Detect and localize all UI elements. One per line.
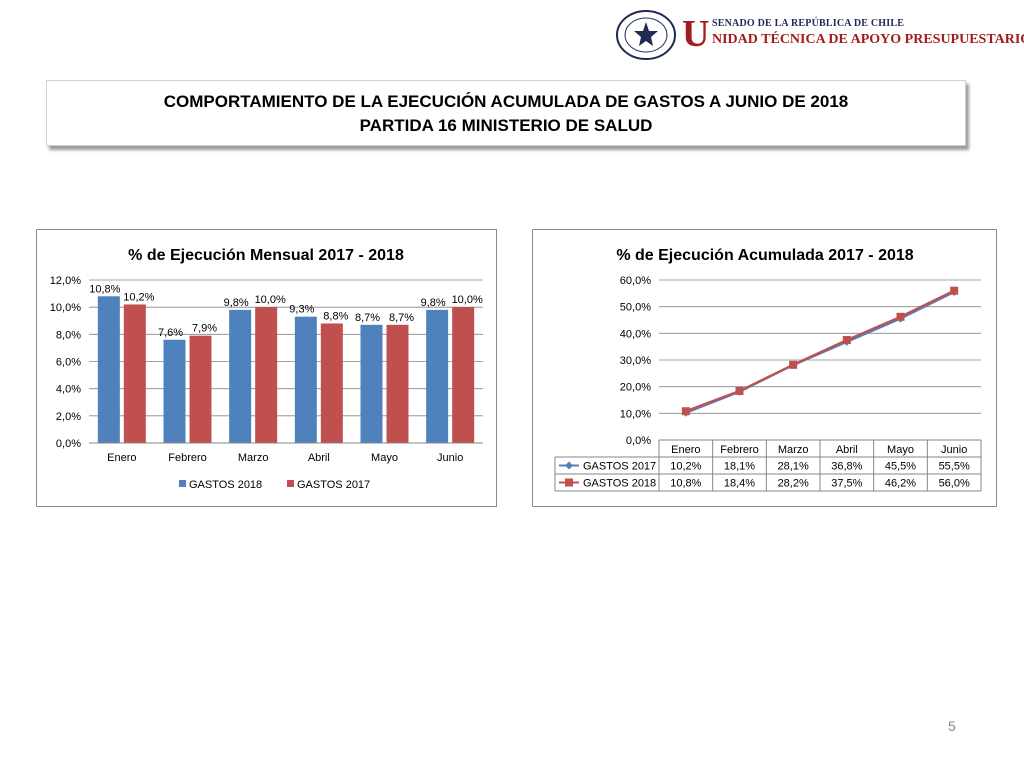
bar-gastos-2017 (452, 307, 475, 443)
table-cell: 18,1% (724, 461, 755, 473)
x-tick-label: Marzo (238, 452, 269, 464)
data-label: 10,0% (255, 294, 286, 306)
bar-gastos-2017 (320, 323, 343, 443)
y-tick-label: 60,0% (620, 275, 651, 287)
y-tick-label: 0,0% (626, 435, 651, 447)
bar-gastos-2018 (97, 296, 120, 443)
legend-marker (565, 461, 573, 470)
y-tick-label: 30,0% (620, 355, 651, 367)
x-tick-label: Mayo (371, 452, 398, 464)
bar-gastos-2018 (294, 316, 317, 443)
table-cell: 10,8% (670, 478, 701, 490)
monthly-execution-chart: % de Ejecución Mensual 2017 - 2018 0,0% 2,… (36, 229, 497, 507)
bar-gastos-2018 (229, 309, 252, 443)
table-cell: 10,2% (670, 461, 701, 473)
bar-gastos-2018 (360, 324, 383, 443)
senate-seal-icon (616, 10, 676, 60)
bar-gastos-2018 (163, 339, 186, 443)
y-tick-label: 10,0% (620, 408, 651, 420)
slide-title-box: COMPORTAMIENTO DE LA EJECUCIÓN ACUMULADA… (46, 80, 966, 146)
logo-line2: NIDAD TÉCNICA DE APOYO PRESUPUESTARIO (712, 32, 1024, 47)
table-cell: 18,4% (724, 478, 755, 490)
data-label: 10,0% (452, 294, 483, 306)
chart-title: % de Ejecución Mensual 2017 - 2018 (128, 247, 404, 264)
table-cell: 45,5% (885, 461, 916, 473)
x-tick-label: Abril (308, 452, 330, 464)
point-marker (896, 312, 905, 321)
x-tick-label: Abril (836, 444, 858, 456)
logo-line1: SENADO DE LA REPÚBLICA DE CHILE (712, 18, 905, 29)
slide-title-line1: COMPORTAMIENTO DE LA EJECUCIÓN ACUMULADA… (163, 92, 849, 111)
x-tick-label: Febrero (168, 452, 207, 464)
data-label: 7,6% (158, 327, 183, 339)
y-tick-label: 12,0% (50, 275, 81, 287)
legend-marker (565, 478, 573, 487)
x-tick-label: Marzo (778, 444, 809, 456)
x-tick-label: Enero (107, 452, 136, 464)
y-tick-label: 8,0% (56, 329, 81, 341)
cumulative-line-chart-svg: % de Ejecución Acumulada 2017 - 2018 0,0%… (554, 247, 982, 492)
point-marker (735, 386, 744, 395)
point-marker (842, 336, 851, 344)
y-tick-label: 20,0% (620, 382, 651, 394)
legend-label: GASTOS 2018 (189, 479, 262, 491)
data-label: 9,8% (224, 297, 249, 309)
data-label: 9,3% (289, 304, 314, 316)
data-label: 10,8% (89, 283, 120, 295)
y-tick-label: 10,0% (50, 302, 81, 314)
data-label: 7,9% (192, 323, 217, 335)
y-tick-label: 4,0% (56, 384, 81, 396)
legend-swatch (179, 480, 186, 487)
table-cell: 56,0% (939, 478, 970, 490)
legend-label: GASTOS 2018 (583, 478, 656, 490)
logo-letter: U (682, 13, 710, 55)
table-cell: 36,8% (831, 461, 862, 473)
table-cell: 28,2% (778, 478, 809, 490)
data-label: 8,7% (389, 312, 414, 324)
x-tick-label: Junio (941, 444, 967, 456)
table-cell: 55,5% (939, 461, 970, 473)
bar-gastos-2017 (255, 307, 278, 443)
x-tick-label: Enero (671, 444, 700, 456)
x-tick-label: Febrero (720, 444, 759, 456)
table-cell: 37,5% (831, 478, 862, 490)
point-marker (681, 407, 690, 416)
y-tick-label: 50,0% (620, 302, 651, 314)
table-cell: 28,1% (778, 461, 809, 473)
y-tick-label: 0,0% (56, 438, 81, 450)
table-cell: 46,2% (885, 478, 916, 490)
page-number: 5 (948, 718, 956, 734)
legend-label: GASTOS 2017 (297, 479, 370, 491)
data-label: 9,8% (421, 297, 446, 309)
x-tick-label: Junio (437, 452, 463, 464)
point-marker (950, 286, 959, 295)
y-tick-label: 40,0% (620, 328, 651, 340)
bar-gastos-2018 (426, 309, 449, 443)
chart-title: % de Ejecución Acumulada 2017 - 2018 (616, 247, 913, 264)
legend-swatch (287, 480, 294, 487)
data-label: 8,7% (355, 312, 380, 324)
point-marker (789, 360, 798, 369)
slide-title-line2: PARTIDA 16 MINISTERIO DE SALUD (359, 116, 653, 135)
legend-label: GASTOS 2017 (583, 461, 656, 473)
series-line-gastos-2018 (685, 289, 955, 413)
y-tick-label: 6,0% (56, 357, 81, 369)
bar-gastos-2017 (123, 304, 146, 443)
monthly-bar-chart-svg: % de Ejecución Mensual 2017 - 2018 0,0% 2,… (50, 247, 483, 491)
data-label: 10,2% (123, 291, 154, 303)
y-tick-label: 2,0% (56, 411, 81, 423)
data-label: 8,8% (323, 310, 348, 322)
bar-gastos-2017 (386, 324, 409, 443)
bar-gastos-2017 (189, 335, 212, 443)
cumulative-execution-chart: % de Ejecución Acumulada 2017 - 2018 0,0%… (532, 229, 997, 507)
senate-logo: U SENADO DE LA REPÚBLICA DE CHILE NIDAD … (616, 10, 1024, 62)
x-tick-label: Mayo (887, 444, 914, 456)
